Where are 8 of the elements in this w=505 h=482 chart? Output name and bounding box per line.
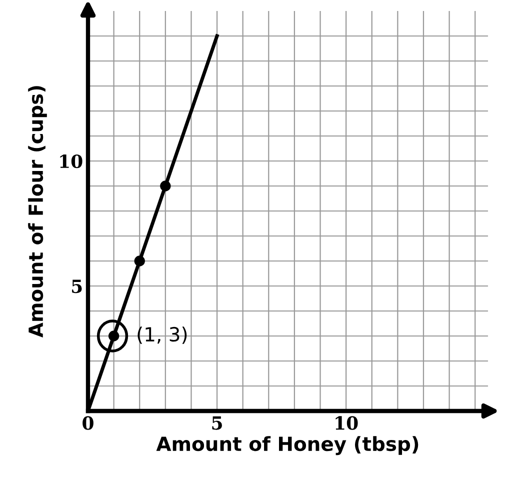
y-axis-title: Amount of Flour (cups) xyxy=(28,86,47,338)
point xyxy=(160,180,171,192)
x-tick-label: 0 xyxy=(82,416,94,430)
x-tick-label: 5 xyxy=(212,416,222,430)
x-axis-title: Amount of Honey (tbsp) xyxy=(156,436,418,456)
annotation: (1, 3) xyxy=(138,326,187,344)
x-tick-label: 10 xyxy=(336,416,358,430)
point xyxy=(134,256,145,266)
